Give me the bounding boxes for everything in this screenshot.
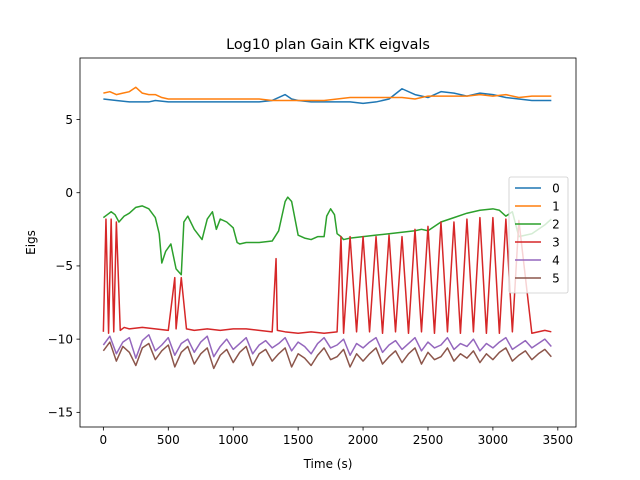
legend-label: 0 xyxy=(552,181,560,195)
y-axis: −15 −10 −5 0 5 xyxy=(48,113,80,420)
x-tick-label: 2500 xyxy=(413,433,444,447)
x-tick-label: 3500 xyxy=(543,433,574,447)
plot-frame xyxy=(79,57,577,428)
legend-label: 5 xyxy=(552,271,560,285)
x-tick-label: 2000 xyxy=(348,433,379,447)
legend-label: 1 xyxy=(552,199,560,213)
series-layer xyxy=(102,86,552,370)
y-tick-label: −5 xyxy=(55,259,73,273)
y-tick-label: 5 xyxy=(65,113,73,127)
x-axis: 0 500 1000 1500 2000 2500 3000 3500 xyxy=(100,427,574,447)
x-tick-label: 1500 xyxy=(283,433,314,447)
series-line-4 xyxy=(102,334,552,359)
chart-title: Log10 plan Gain KTK eigvals xyxy=(226,37,430,53)
x-tick-label: 1000 xyxy=(218,433,249,447)
legend-label: 4 xyxy=(552,253,560,267)
y-axis-title: Eigs xyxy=(24,230,38,255)
legend-label: 3 xyxy=(552,235,560,249)
series-line-1 xyxy=(103,86,552,102)
x-tick-label: 500 xyxy=(157,433,180,447)
y-tick-label: 0 xyxy=(65,186,73,200)
x-axis-title: Time (s) xyxy=(303,457,353,471)
y-tick-label: −10 xyxy=(48,332,73,346)
x-tick-label: 3000 xyxy=(478,433,509,447)
series-line-5 xyxy=(102,341,552,370)
y-tick-label: −15 xyxy=(48,406,73,420)
legend: 0 1 2 3 4 5 xyxy=(508,176,569,294)
plot-area xyxy=(80,58,576,427)
legend-label: 2 xyxy=(552,217,560,231)
x-tick-label: 0 xyxy=(100,433,108,447)
series-line-3 xyxy=(102,216,552,335)
